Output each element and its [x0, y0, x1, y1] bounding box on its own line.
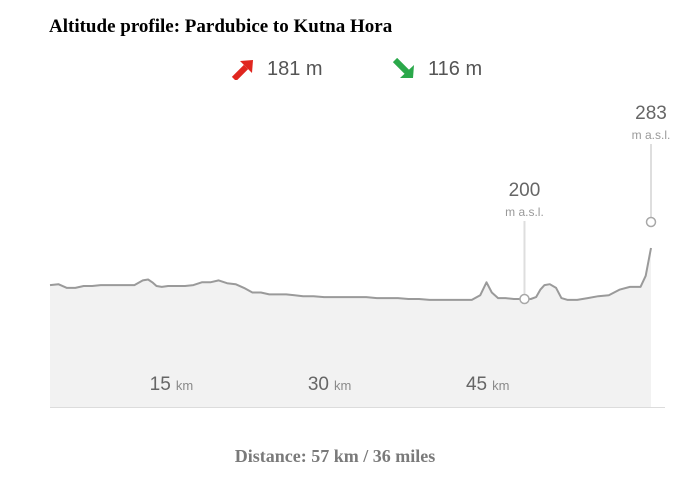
altitude-line	[49, 247, 652, 301]
x-tick-value: 45	[466, 374, 487, 395]
x-tick-value: 30	[308, 374, 329, 395]
x-tick-unit: km	[176, 378, 193, 393]
x-tick-labels: 15 km 30 km 45 km	[150, 374, 510, 395]
x-tick-label: 15 km	[150, 374, 193, 395]
marker-dot	[519, 293, 530, 305]
distance-label: Distance: 57 km / 36 miles	[234, 446, 436, 466]
descent-stat: 116 m	[392, 56, 482, 82]
arrow-up-right-icon	[231, 60, 253, 80]
descent-value: 116 m	[428, 57, 483, 80]
x-tick-label: 30 km	[308, 374, 351, 395]
marker-value: 200	[509, 180, 541, 201]
altitude-marker: 283 m a.s.l.	[632, 103, 671, 228]
ascent-stat: 181 m	[231, 56, 323, 82]
marker-unit: m a.s.l.	[505, 205, 544, 219]
x-tick-unit: km	[334, 378, 351, 393]
altitude-area	[50, 248, 651, 407]
marker-dot	[645, 216, 657, 228]
marker-value: 283	[635, 103, 667, 124]
x-tick-value: 15	[150, 374, 171, 395]
arrow-down-right-icon	[392, 58, 414, 78]
x-tick-unit: km	[492, 378, 509, 393]
ascent-value: 181 m	[267, 57, 323, 80]
chart-title: Altitude profile: Pardubice to Kutna Hor…	[49, 16, 393, 37]
marker-unit: m a.s.l.	[632, 128, 671, 142]
x-tick-label: 45 km	[466, 374, 509, 395]
altitude-marker: 200 m a.s.l.	[505, 180, 544, 305]
altitude-annotations: 200 m a.s.l. 283 m a.s.l.	[505, 103, 671, 305]
